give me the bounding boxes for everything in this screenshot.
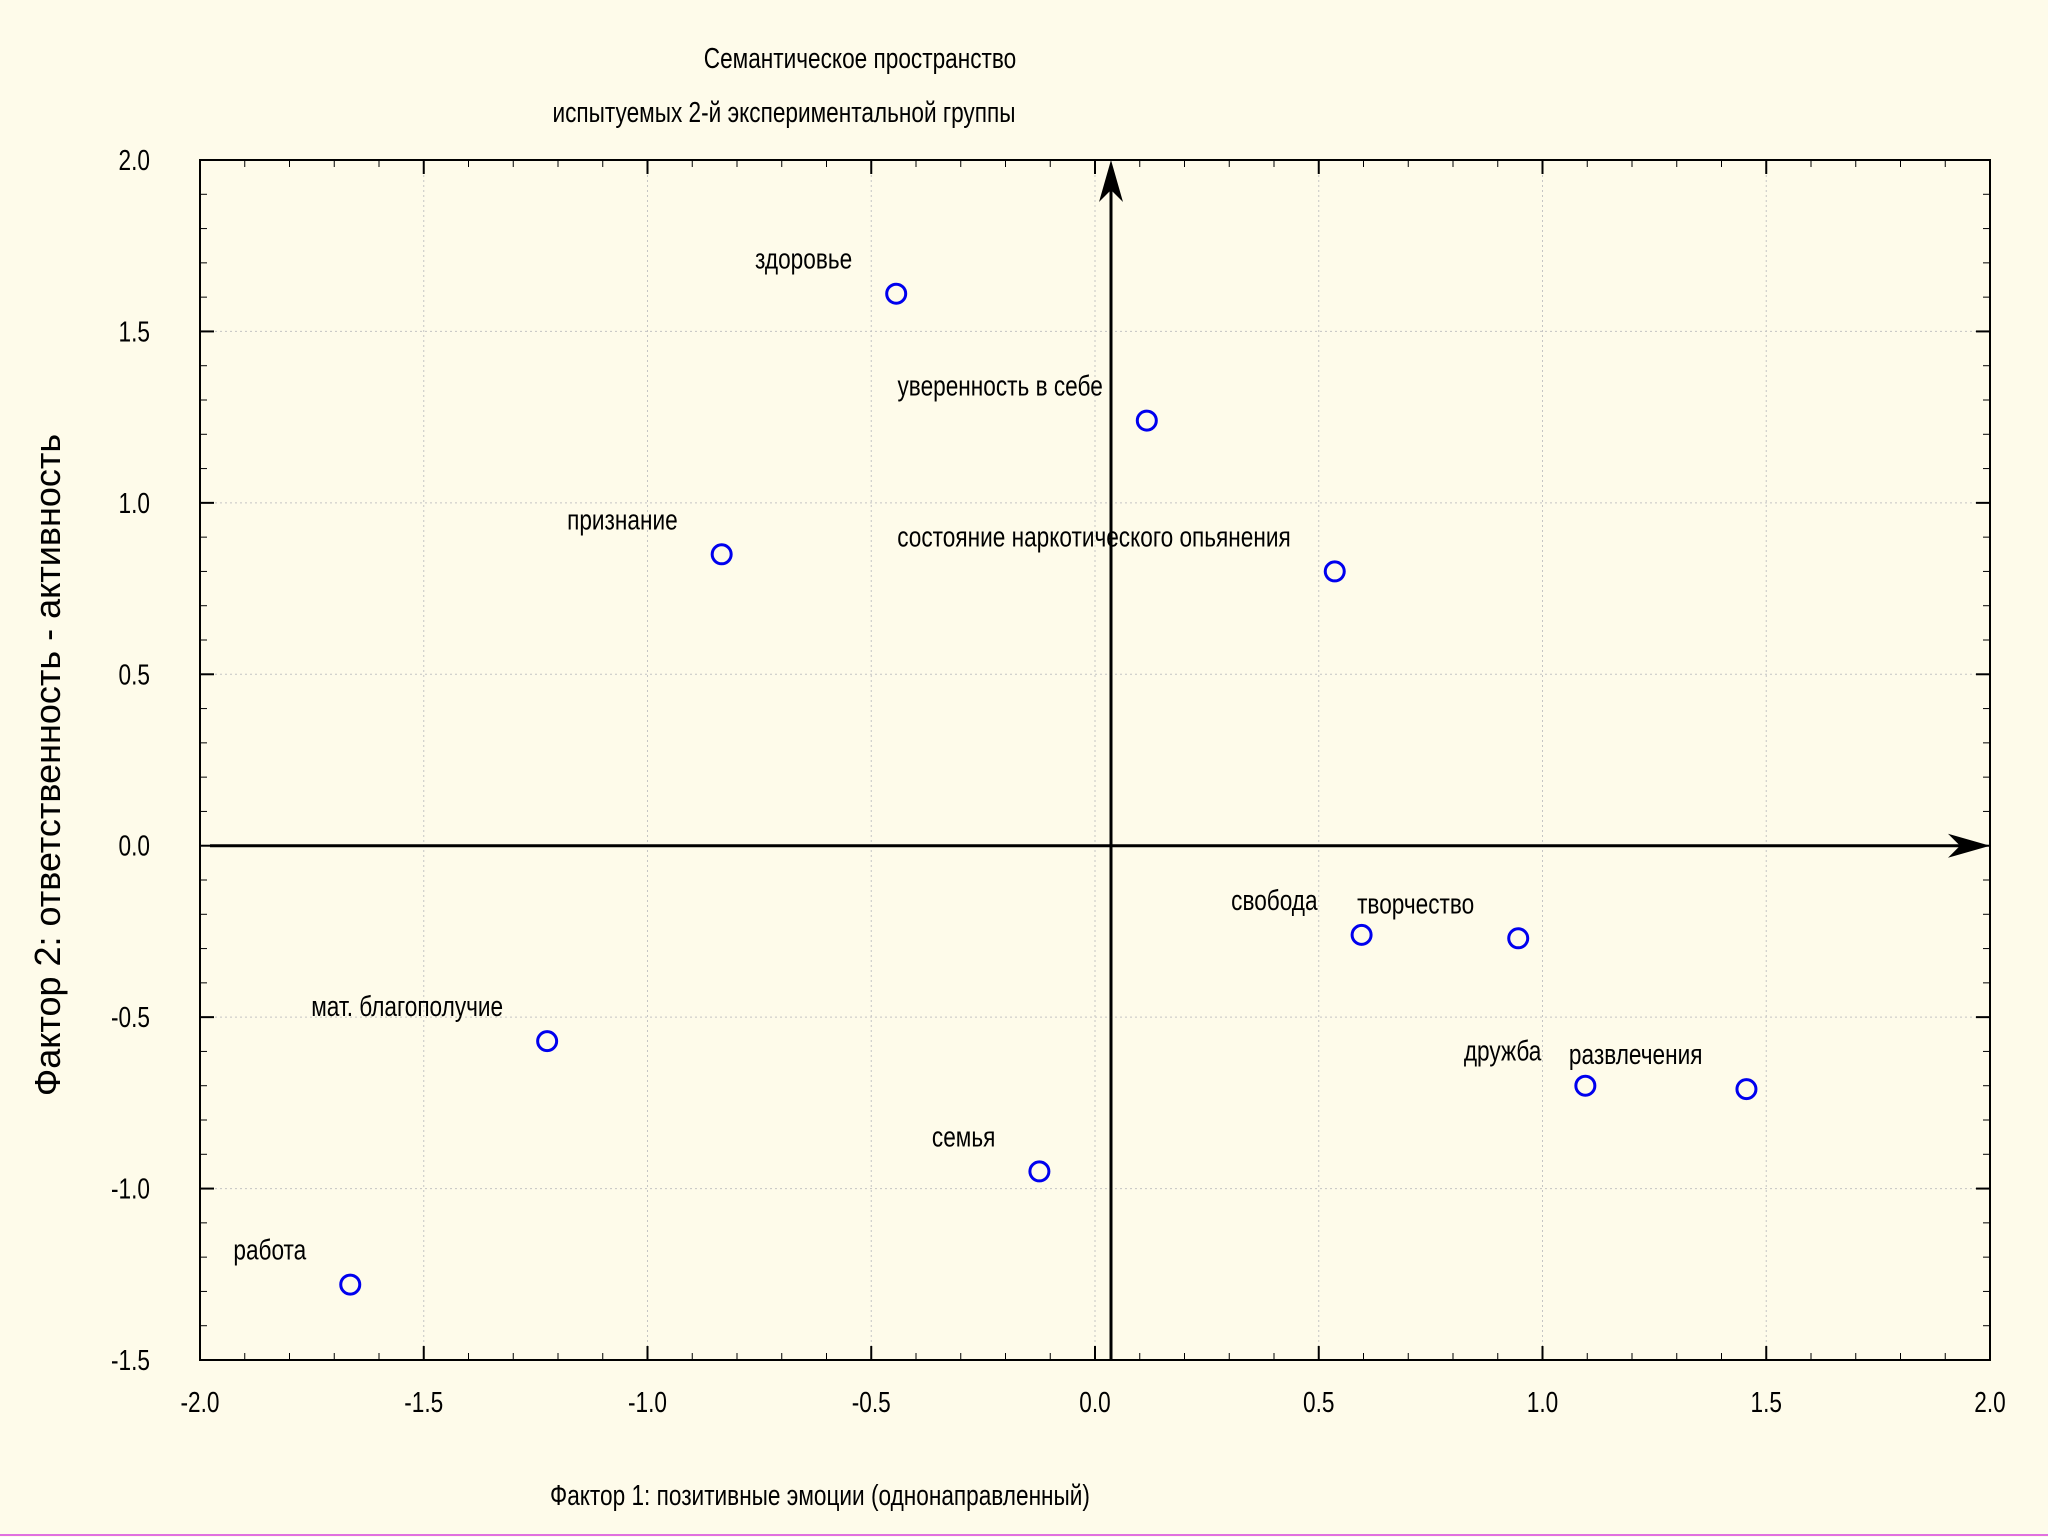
x-tick-label: 1.0 — [1527, 1385, 1558, 1418]
y-axis-label: Фактор 2: ответственность - активность — [27, 434, 68, 1096]
y-tick-label: 2.0 — [119, 143, 150, 176]
point-label: здоровье — [755, 242, 852, 275]
x-tick-label: -1.5 — [404, 1385, 443, 1418]
y-tick-labels: 2.0 1.5 1.0 0.5 0.0 -0.5 -1.0 -1.5 — [111, 143, 150, 1376]
point-label: свобода — [1231, 883, 1318, 916]
chart-title-line1: Семантическое пространство — [704, 41, 1016, 74]
y-tick-label: 0.5 — [119, 658, 150, 691]
data-point — [710, 543, 733, 566]
data-point — [1507, 927, 1530, 950]
data-point — [1574, 1074, 1597, 1097]
x-tick-label: 0.5 — [1303, 1385, 1334, 1418]
x-tick-label: 0.0 — [1079, 1385, 1110, 1418]
grid-lines — [200, 160, 1990, 1360]
y-tick-label: 1.5 — [119, 315, 150, 348]
horizontal-axis-arrow — [1948, 833, 1990, 858]
x-axis-label: Фактор 1: позитивные эмоции (однонаправл… — [550, 1478, 1090, 1511]
data-point — [339, 1273, 362, 1296]
data-point — [1323, 560, 1346, 583]
y-tick-label: -1.0 — [111, 1172, 150, 1205]
x-tick-label: -1.0 — [628, 1385, 667, 1418]
point-label: творчество — [1357, 887, 1474, 920]
data-point — [1135, 409, 1158, 432]
x-tick-labels: -2.0 -1.5 -1.0 -0.5 0.0 0.5 1.0 1.5 2.0 — [181, 1385, 2006, 1418]
point-label: признание — [567, 503, 678, 536]
point-label: мат. благополучие — [311, 989, 503, 1022]
y-tick-label: 1.0 — [119, 486, 150, 519]
data-point — [1735, 1078, 1758, 1101]
point-label: уверенность в себе — [898, 369, 1103, 402]
point-label: работа — [233, 1233, 306, 1266]
data-points: здоровье уверенность в себе признание состо… — [233, 242, 1758, 1296]
data-point — [885, 282, 908, 305]
x-tick-label: -2.0 — [181, 1385, 220, 1418]
x-tick-label: 1.5 — [1751, 1385, 1782, 1418]
data-point — [1350, 923, 1373, 946]
point-label: дружба — [1464, 1034, 1542, 1067]
y-tick-label: 0.0 — [119, 829, 150, 862]
x-tick-label: 2.0 — [1974, 1385, 2005, 1418]
y-tick-label: -1.5 — [111, 1343, 150, 1376]
data-point — [536, 1030, 559, 1053]
point-label: семья — [932, 1120, 995, 1153]
chart-title-line2: испытуемых 2-й экспериментальной группы — [552, 95, 1015, 128]
point-label: состояние наркотического опьянения — [897, 520, 1291, 553]
point-label: развлечения — [1569, 1037, 1703, 1070]
data-point — [1028, 1160, 1051, 1183]
x-tick-label: -0.5 — [852, 1385, 891, 1418]
vertical-axis-arrow — [1099, 160, 1123, 202]
origin-axes — [210, 160, 1990, 1360]
y-tick-label: -0.5 — [111, 1000, 150, 1033]
